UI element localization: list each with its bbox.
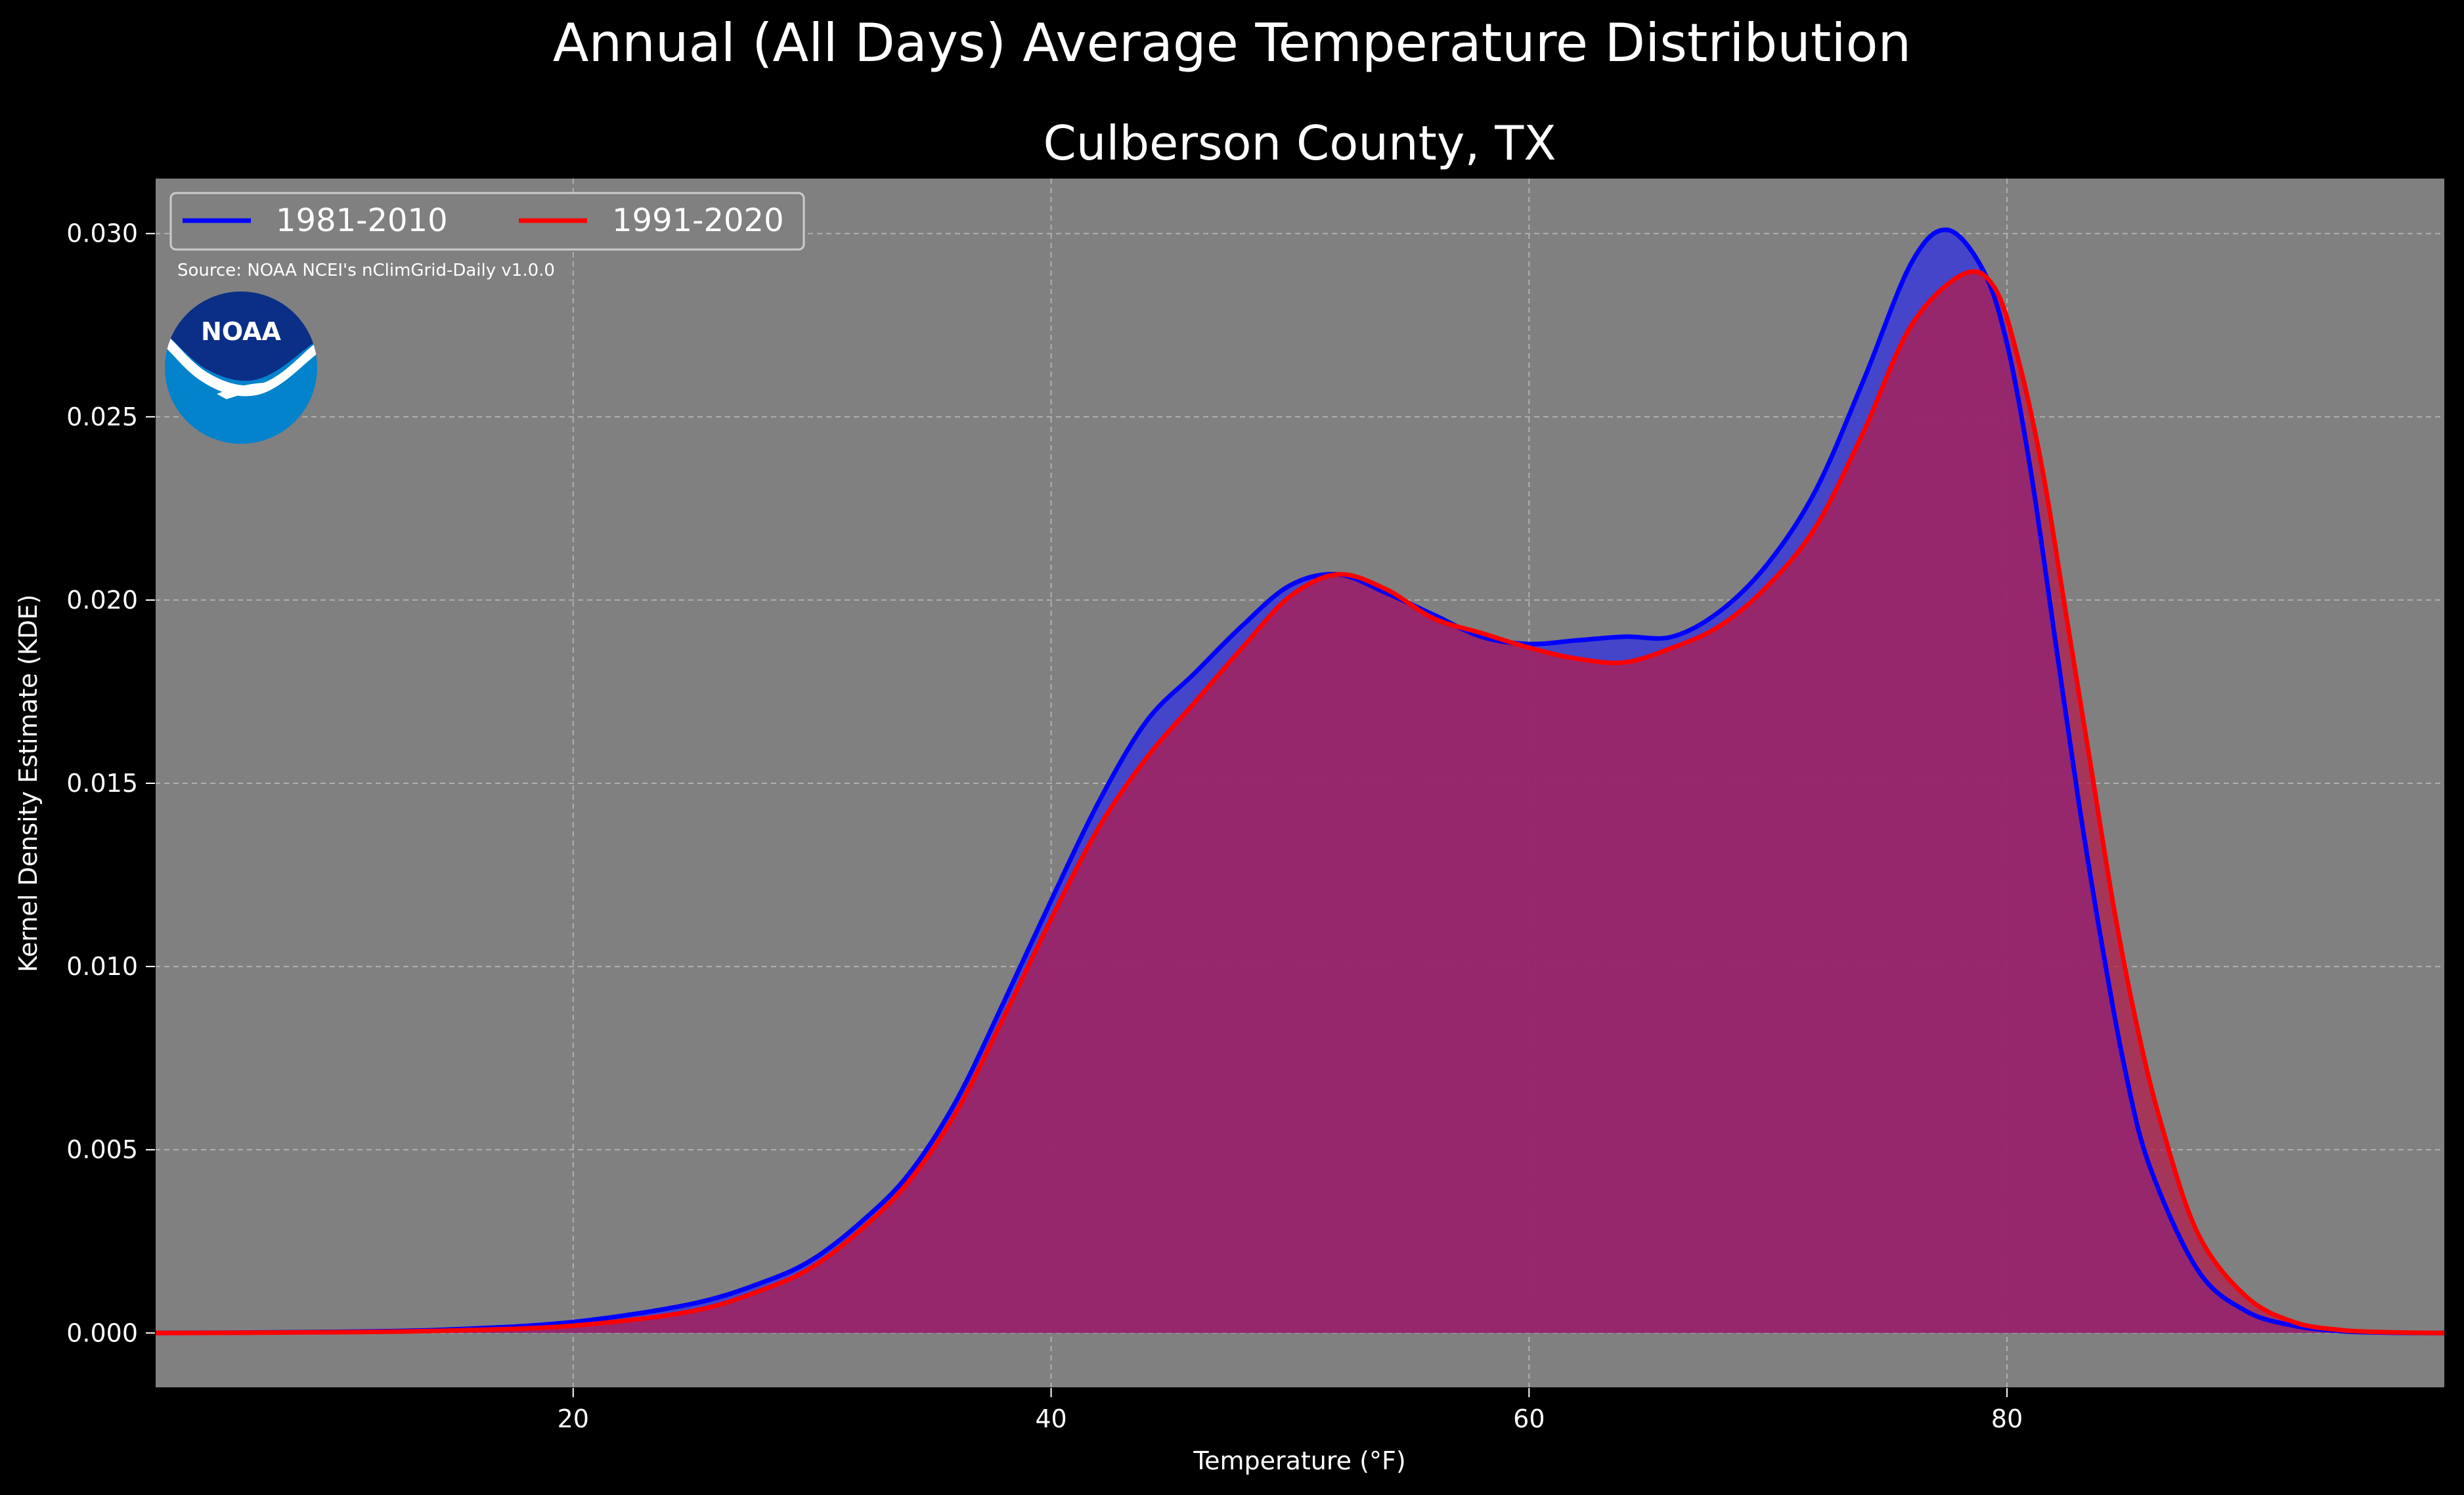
x-tick-label: 80 (1991, 1404, 2023, 1433)
y-tick-label: 0.020 (66, 586, 138, 615)
y-tick-label: 0.010 (66, 952, 138, 981)
y-tick-label: 0.005 (66, 1135, 138, 1164)
y-axis-label: Kernel Density Estimate (KDE) (14, 594, 43, 972)
x-ticks: 20 40 60 80 (558, 1388, 2023, 1433)
y-tick-label: 0.000 (66, 1318, 138, 1347)
series-area-1991-2020 (155, 271, 2444, 1333)
y-tick-label: 0.015 (66, 769, 138, 798)
x-tick-label: 60 (1513, 1404, 1545, 1433)
legend-box (169, 192, 805, 251)
series-line-1981-2010 (154, 227, 2445, 1335)
source-note: Source: NOAA NCEI's nClimGrid-Daily v1.0… (177, 261, 555, 280)
series-line-1991-2020 (154, 269, 2445, 1335)
legend: 1981-2010 1991-2020 (169, 192, 805, 251)
y-tick-label: 0.025 (66, 402, 138, 431)
y-ticks: 0.000 0.005 0.010 0.015 0.020 0.025 0.030 (66, 219, 155, 1347)
legend-label-1981-2010: 1981-2010 (276, 202, 448, 239)
series-fills (155, 229, 2444, 1333)
logo-text: NOAA (201, 317, 281, 346)
x-tick-label: 20 (558, 1404, 589, 1433)
x-axis-label: Temperature (°F) (1193, 1446, 1405, 1475)
chart-title: Culberson County, TX (1043, 116, 1556, 171)
legend-label-1991-2020: 1991-2020 (612, 202, 784, 239)
series-lines (154, 227, 2445, 1335)
chart-suptitle: Annual (All Days) Average Temperature Di… (552, 12, 1912, 74)
y-tick-label: 0.030 (66, 219, 138, 248)
x-tick-label: 40 (1035, 1404, 1067, 1433)
